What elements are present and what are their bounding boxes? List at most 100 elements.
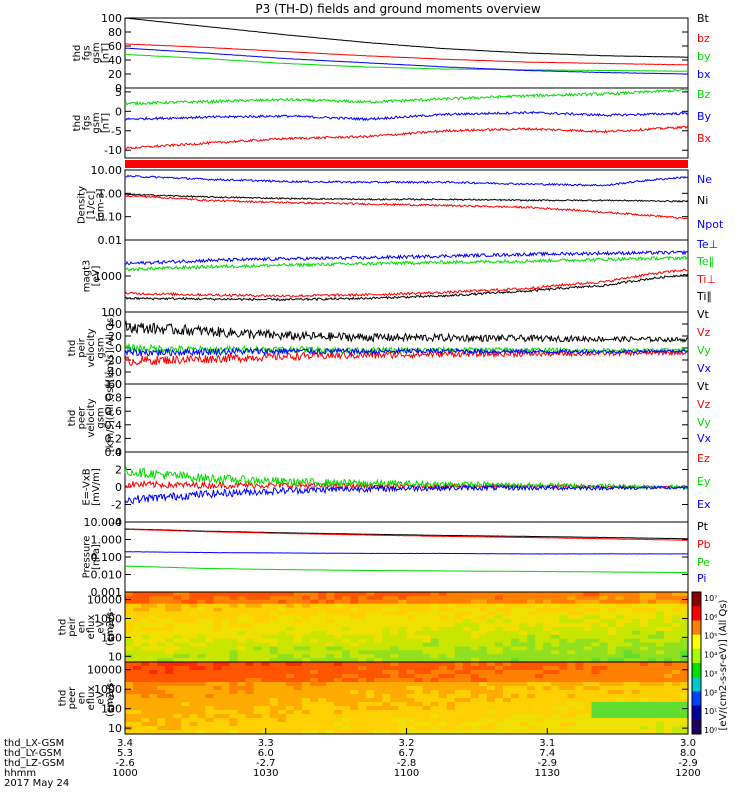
spectrogram-cell <box>519 674 528 679</box>
spectrogram-cell <box>647 718 657 723</box>
spectrogram-cell <box>285 619 295 624</box>
spectrogram-cell <box>462 650 472 655</box>
spectrogram-cell <box>293 627 303 632</box>
spectrogram-cell <box>414 706 424 711</box>
x-row-label: thd_LX-GSM <box>4 738 64 749</box>
series-line-by <box>124 53 689 72</box>
spectrogram-cell <box>253 686 263 691</box>
spectrogram-cell <box>277 694 287 699</box>
spectrogram-cell <box>494 599 504 605</box>
spectrogram-cell <box>326 654 335 659</box>
spectrogram-cell <box>527 678 536 683</box>
spectrogram-cell <box>213 630 223 636</box>
spectrogram-cell <box>350 638 359 644</box>
spectrogram-cell <box>655 658 665 663</box>
spectrogram-cell <box>599 674 609 679</box>
spectrogram-cell <box>671 615 681 620</box>
spectrogram-cell <box>438 615 448 620</box>
spectrogram-cell <box>494 662 504 667</box>
spectrogram-cell <box>221 722 231 727</box>
spectrogram-cell <box>527 650 536 655</box>
spectrogram-cell <box>414 607 424 613</box>
spectrogram-cell <box>503 702 512 707</box>
spectrogram-cell <box>679 714 689 719</box>
spectrogram-cell <box>655 670 665 675</box>
spectrogram-cell <box>293 619 303 624</box>
spectrogram-cell <box>253 722 263 727</box>
spectrogram-cell <box>527 619 536 624</box>
spectrogram-cell <box>205 666 215 671</box>
spectrogram-cell <box>679 592 689 597</box>
spectrogram-cell <box>671 666 681 671</box>
spectrogram-cell <box>245 714 255 719</box>
spectrogram-cell <box>334 599 343 605</box>
spectrogram-cell <box>511 702 520 707</box>
spectrogram-cell <box>221 619 231 624</box>
spectrogram-cell <box>141 634 150 640</box>
y-axis-label: gsm <box>96 337 107 358</box>
spectrogram-cell <box>189 627 198 632</box>
spectrogram-cell <box>157 686 166 691</box>
spectrogram-cell <box>390 630 400 636</box>
spectrogram-cell <box>583 714 593 719</box>
series-line-Ne <box>124 174 689 187</box>
spectrogram-cell <box>229 630 239 636</box>
spectrogram-cell <box>430 686 440 691</box>
spectrogram-cell <box>189 646 198 651</box>
spectrogram-cell <box>309 615 319 620</box>
spectrogram-cell <box>189 615 198 620</box>
spectrogram-cell <box>334 690 343 695</box>
spectrogram-cell <box>229 607 239 613</box>
y-axis-label: velocity <box>86 398 97 437</box>
spectrogram-cell <box>519 611 528 616</box>
spectrogram-cell <box>326 726 335 731</box>
spectrogram-cell <box>334 666 343 671</box>
spectrogram-cell <box>149 726 158 731</box>
spectrogram-cell <box>133 630 142 636</box>
spectrogram-cell <box>149 642 158 648</box>
x-tick-label: 1030 <box>253 768 278 779</box>
spectrogram-cell <box>293 654 303 659</box>
spectrogram-cell <box>422 694 432 699</box>
spectrogram-cell <box>663 718 673 723</box>
spectrogram-cell <box>519 654 528 659</box>
spectrogram-cell <box>567 674 576 679</box>
spectrogram-cell <box>663 603 673 609</box>
spectrogram-cell <box>149 615 158 620</box>
spectrogram-cell <box>663 627 673 632</box>
spectrogram-cell <box>374 595 383 601</box>
spectrogram-cell <box>406 654 416 659</box>
spectrogram-cell <box>390 730 400 735</box>
colorbar-tick-label: 10² <box>704 688 717 697</box>
spectrogram-cell <box>430 698 440 703</box>
spectrogram-cell <box>575 592 585 597</box>
spectrogram-cell <box>309 642 319 648</box>
spectrogram-cell <box>406 730 416 735</box>
spectrogram-cell <box>229 615 239 620</box>
spectrogram-cell <box>430 627 440 632</box>
spectrogram-cell <box>318 607 327 613</box>
spectrogram-cell <box>237 615 247 620</box>
y-axis-label: gsm <box>91 42 102 63</box>
spectrogram-cell <box>406 718 416 723</box>
spectrogram-cell <box>293 702 303 707</box>
spectrogram-cell <box>647 694 657 699</box>
spectrogram-cell <box>293 650 303 655</box>
spectrogram-cell <box>591 678 601 683</box>
spectrogram-cell <box>173 607 182 613</box>
spectrogram-cell <box>607 670 617 675</box>
spectrogram-cell <box>470 706 480 711</box>
spectrogram-cell <box>567 694 576 699</box>
spectrogram-cell <box>527 627 536 632</box>
spectrogram-cell <box>527 722 536 727</box>
spectrogram-cell <box>269 623 279 628</box>
spectrogram-cell <box>462 698 472 703</box>
spectrogram-cell <box>615 627 625 632</box>
spectrogram-cell <box>583 682 593 687</box>
spectrogram-cell <box>181 726 190 731</box>
spectrogram-cell <box>615 718 625 723</box>
spectrogram-cell <box>253 642 263 648</box>
spectrogram-cell <box>173 702 182 707</box>
spectrogram-cell <box>165 607 174 613</box>
spectrogram-cell <box>583 607 593 613</box>
